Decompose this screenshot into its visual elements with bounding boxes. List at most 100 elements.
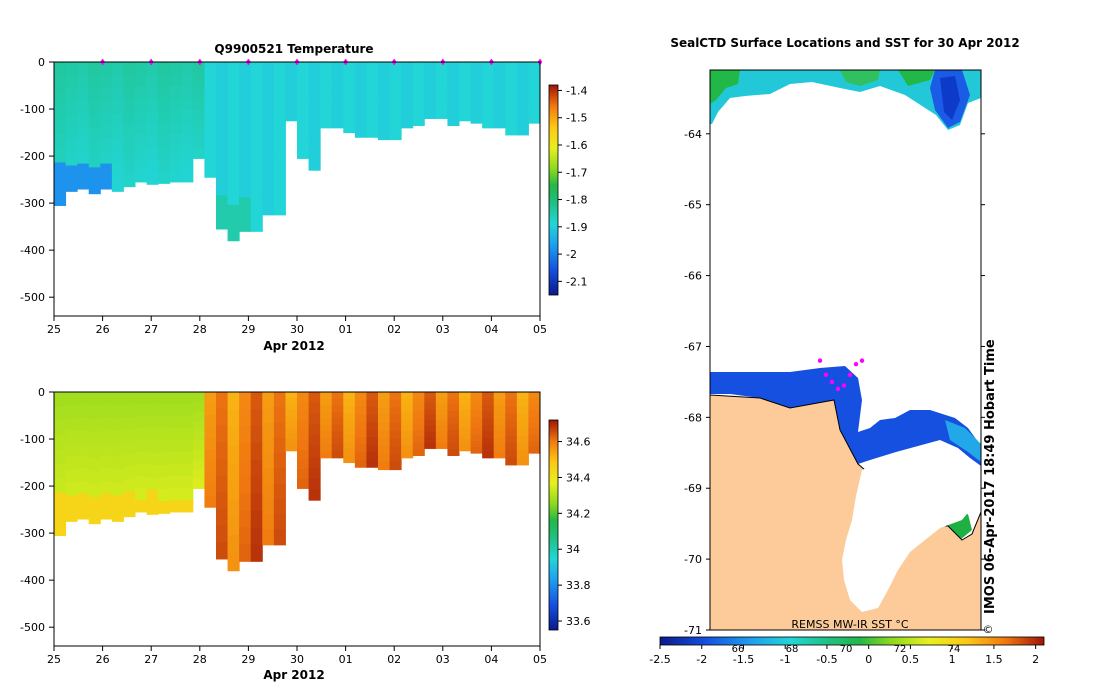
data-cell	[158, 428, 171, 442]
data-cell	[459, 421, 472, 428]
data-cell	[181, 85, 194, 99]
data-cell	[250, 95, 263, 114]
data-cell	[169, 73, 182, 87]
data-cell	[146, 135, 159, 149]
data-cell	[505, 69, 518, 78]
data-cell	[169, 85, 182, 99]
data-cell	[65, 87, 78, 102]
surface-location-marker	[859, 358, 865, 363]
data-cell	[516, 98, 529, 107]
colorbar-tick-label: -1.4	[566, 84, 587, 97]
data-cell	[192, 420, 205, 432]
data-cell	[401, 444, 414, 452]
data-cell	[181, 169, 194, 183]
data-cell	[216, 78, 229, 96]
data-cell	[100, 392, 113, 406]
data-cell	[169, 133, 182, 147]
x-tick-label: 30	[290, 323, 304, 336]
data-cell	[192, 139, 205, 150]
data-cell	[308, 392, 321, 404]
data-cell	[482, 451, 495, 459]
data-cell	[146, 110, 159, 124]
data-cell	[366, 392, 379, 401]
data-cell	[273, 62, 286, 78]
data-cell	[297, 392, 310, 403]
lat-tick-label: -71	[684, 624, 702, 637]
data-cell	[227, 552, 240, 572]
data-cell	[401, 121, 414, 129]
data-cell	[516, 120, 529, 129]
data-cell	[435, 90, 448, 97]
data-cell	[227, 151, 240, 170]
data-cell	[435, 78, 448, 86]
data-cell	[528, 104, 541, 112]
data-cell	[343, 111, 356, 119]
data-cell	[216, 212, 229, 230]
data-cell	[181, 427, 194, 441]
data-cell	[100, 493, 113, 507]
data-cell	[285, 67, 298, 75]
data-cell	[401, 75, 414, 83]
data-cell	[65, 62, 78, 76]
data-cell	[516, 127, 529, 136]
data-cell	[459, 433, 472, 440]
data-cell	[169, 427, 182, 441]
x-tick-label: 04	[484, 653, 498, 666]
data-cell	[285, 97, 298, 104]
data-cell	[412, 112, 425, 120]
data-cell	[239, 527, 252, 545]
data-cell	[181, 121, 194, 135]
data-cell	[239, 214, 252, 232]
data-cell	[354, 92, 367, 101]
data-cell	[88, 418, 101, 433]
sst-colorbar-tick-label: 2	[1032, 653, 1039, 666]
data-cell	[88, 127, 101, 142]
data-cell	[227, 187, 240, 206]
data-cell	[204, 119, 217, 132]
data-cell	[424, 431, 437, 438]
data-cell	[181, 145, 194, 159]
x-tick-label: 30	[290, 653, 304, 666]
data-cell	[216, 128, 229, 146]
data-cell	[435, 107, 448, 114]
data-cell	[135, 392, 148, 405]
data-cell	[135, 133, 148, 147]
data-cell	[366, 452, 379, 461]
sst-colorbar-tick-label: 0	[865, 653, 872, 666]
data-cell	[111, 74, 124, 89]
x-tick-label: 28	[193, 323, 207, 336]
data-cell	[528, 404, 541, 411]
data-cell	[343, 427, 356, 435]
data-cell	[320, 451, 333, 459]
data-cell	[216, 162, 229, 180]
data-cell	[354, 407, 367, 416]
data-cell	[354, 392, 367, 401]
data-cell	[111, 495, 124, 509]
data-cell	[227, 481, 240, 500]
data-cell	[435, 101, 448, 108]
sst-colorbar-tick-label: 1.5	[985, 653, 1003, 666]
data-cell	[389, 77, 402, 86]
data-cell	[308, 83, 321, 95]
data-cell	[297, 90, 310, 102]
data-cell	[493, 81, 506, 89]
data-cell	[100, 100, 113, 114]
data-cell	[77, 455, 90, 469]
data-cell	[54, 62, 67, 77]
colorbar-tick-label: -2.1	[566, 275, 587, 288]
x-tick-label: 27	[144, 653, 158, 666]
data-cell	[505, 120, 518, 129]
data-cell	[111, 139, 124, 154]
data-cell	[459, 85, 472, 92]
data-cell	[227, 97, 240, 117]
data-cell	[493, 114, 506, 122]
data-cell	[447, 423, 460, 431]
data-cell	[389, 69, 402, 79]
data-cell	[354, 62, 367, 71]
data-cell	[285, 403, 298, 411]
data-cell	[412, 68, 425, 76]
data-cell	[204, 96, 217, 109]
data-cell	[54, 420, 67, 436]
data-cell	[447, 411, 460, 418]
surface-location-marker	[847, 372, 853, 378]
